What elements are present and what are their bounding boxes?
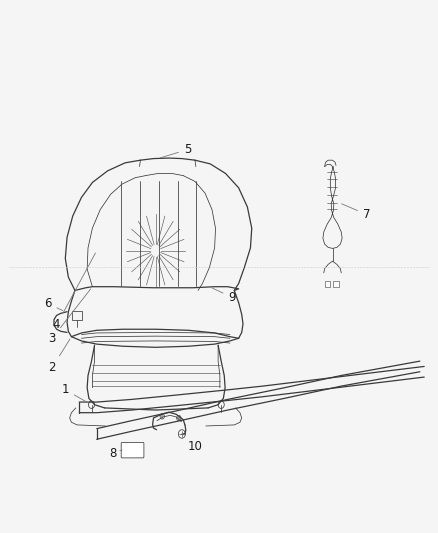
Text: 6: 6 [44,297,63,311]
Text: 10: 10 [182,434,202,453]
Text: 7: 7 [342,204,370,221]
Text: 4: 4 [53,253,95,332]
FancyBboxPatch shape [121,442,144,458]
Text: 5: 5 [161,143,191,158]
Bar [72,311,82,320]
Text: 9: 9 [212,288,236,304]
Bar [333,281,339,287]
Text: 1: 1 [62,383,89,403]
Text: 3: 3 [49,289,91,345]
Bar [325,281,330,287]
Text: 8: 8 [110,447,122,460]
Text: 2: 2 [49,339,70,374]
